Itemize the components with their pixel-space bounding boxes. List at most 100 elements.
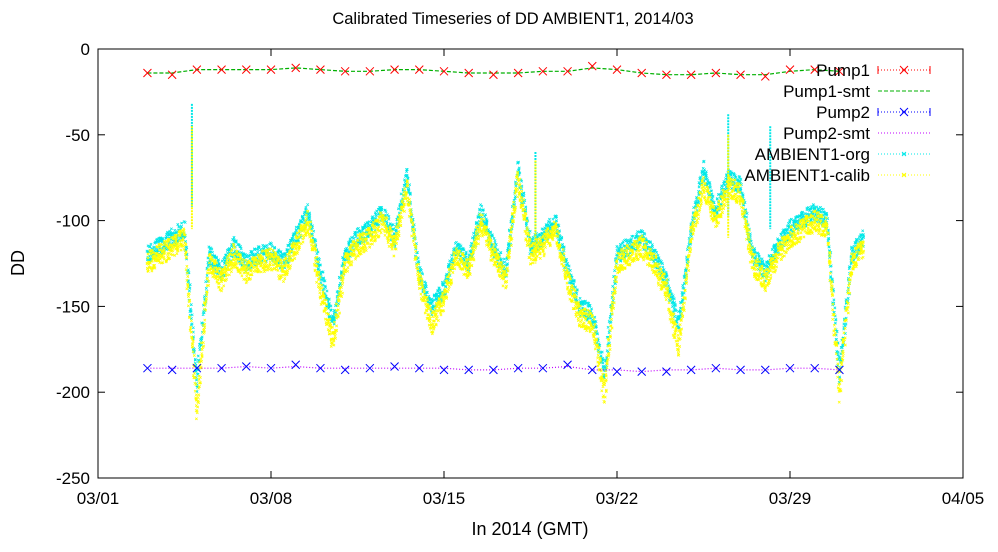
- data-point: [760, 72, 770, 81]
- x-tick-label: 04/05: [942, 489, 985, 508]
- legend-label: Pump1-smt: [783, 82, 870, 101]
- chart-title: Calibrated Timeseries of DD AMBIENT1, 20…: [332, 10, 693, 28]
- legend-label: AMBIENT1-calib: [744, 166, 870, 185]
- data-point: [439, 66, 449, 76]
- data-point: [760, 365, 770, 375]
- data-point: [217, 65, 226, 74]
- data-point: [686, 365, 696, 375]
- legend-label: Pump1: [816, 61, 870, 80]
- data-point: [637, 68, 647, 78]
- legend-item: Pump1: [816, 61, 931, 80]
- series-Pump1-smt: [147, 67, 840, 76]
- data-point: [835, 66, 844, 76]
- data-point: [414, 363, 424, 373]
- data-point: [711, 68, 721, 78]
- data-point: [489, 365, 498, 375]
- data-point: [439, 365, 449, 375]
- data-point: [810, 65, 820, 74]
- data-point: [340, 66, 350, 76]
- series-Pump2-smt: [147, 365, 840, 373]
- data-point: [587, 365, 597, 375]
- y-axis: 0 -50 -100 -150 -200 -250: [56, 40, 963, 488]
- legend-item: Pump2: [816, 103, 931, 122]
- data-point: [662, 70, 671, 80]
- y-tick-label: -250: [56, 469, 90, 488]
- data-point: [538, 363, 548, 373]
- y-tick-label: 0: [81, 40, 90, 59]
- y-tick-label: -150: [56, 297, 90, 316]
- data-point: [291, 360, 301, 370]
- data-point: [143, 68, 152, 78]
- series-AMBIENT1-calib: [145, 126, 866, 421]
- data-point: [167, 70, 177, 80]
- data-point: [612, 65, 622, 74]
- x-tick-label: 03/15: [423, 489, 466, 508]
- data-point: [192, 363, 202, 373]
- data-point: [241, 362, 251, 371]
- series-Pump2: [143, 360, 844, 376]
- series-layer: [143, 61, 866, 421]
- legend-item: Pump2-smt: [783, 124, 930, 143]
- data-point: [513, 363, 523, 373]
- x-tick-label: 03/22: [596, 489, 639, 508]
- x-tick-label: 03/08: [250, 489, 293, 508]
- x-axis: 03/01 03/08 03/15 03/22 03/29 04/05: [77, 49, 985, 508]
- data-point: [785, 363, 795, 373]
- data-point: [266, 363, 276, 373]
- data-point: [686, 70, 696, 80]
- data-point: [316, 363, 325, 373]
- data-point: [414, 65, 424, 74]
- data-point: [736, 365, 745, 375]
- legend-label: AMBIENT1-org: [755, 145, 870, 164]
- series-point-cloud: [145, 170, 866, 421]
- data-point: [637, 367, 647, 376]
- legend-swatch-marker: [901, 151, 907, 157]
- data-point: [662, 367, 671, 376]
- x-tick-label: 03/29: [769, 489, 812, 508]
- data-point: [538, 66, 548, 76]
- data-point: [464, 68, 474, 78]
- legend-label: Pump2-smt: [783, 124, 870, 143]
- legend: Pump1 Pump1-smt Pump2 Pump2-smt AMBIENT1-org…: [744, 61, 931, 185]
- data-point: [217, 363, 226, 373]
- data-point: [390, 362, 399, 371]
- data-point: [563, 360, 572, 370]
- legend-item: Pump1-smt: [783, 82, 930, 101]
- data-point: [291, 63, 301, 73]
- legend-swatch-marker: [901, 172, 907, 178]
- data-point: [464, 365, 474, 375]
- x-tick-label: 03/01: [77, 489, 120, 508]
- y-tick-label: -100: [56, 212, 90, 231]
- data-point: [390, 65, 399, 74]
- series-Pump1: [143, 61, 844, 81]
- series-line: [147, 365, 840, 373]
- data-point: [365, 66, 375, 76]
- data-point: [835, 365, 844, 375]
- data-point: [736, 70, 745, 80]
- data-point: [785, 65, 795, 74]
- data-point: [143, 363, 152, 373]
- data-point: [612, 367, 622, 376]
- legend-swatch-marker: [899, 65, 909, 75]
- data-point: [192, 65, 202, 74]
- data-point: [489, 70, 498, 80]
- legend-item: AMBIENT1-calib: [744, 166, 930, 185]
- data-point: [365, 363, 375, 373]
- legend-item: AMBIENT1-org: [755, 145, 930, 164]
- y-axis-title: DD: [8, 250, 28, 276]
- y-tick-label: -200: [56, 383, 90, 402]
- x-axis-title: In 2014 (GMT): [471, 519, 588, 539]
- data-point: [810, 363, 820, 373]
- data-point: [266, 65, 276, 74]
- data-point: [563, 66, 572, 76]
- data-point: [340, 365, 350, 375]
- data-point: [316, 65, 325, 74]
- plot-area-frame: [97, 48, 964, 479]
- data-point: [167, 365, 177, 375]
- legend-swatch-marker: [899, 107, 909, 117]
- series-line: [147, 67, 840, 76]
- data-point: [241, 65, 251, 74]
- y-tick-label: -50: [65, 126, 90, 145]
- legend-label: Pump2: [816, 103, 870, 122]
